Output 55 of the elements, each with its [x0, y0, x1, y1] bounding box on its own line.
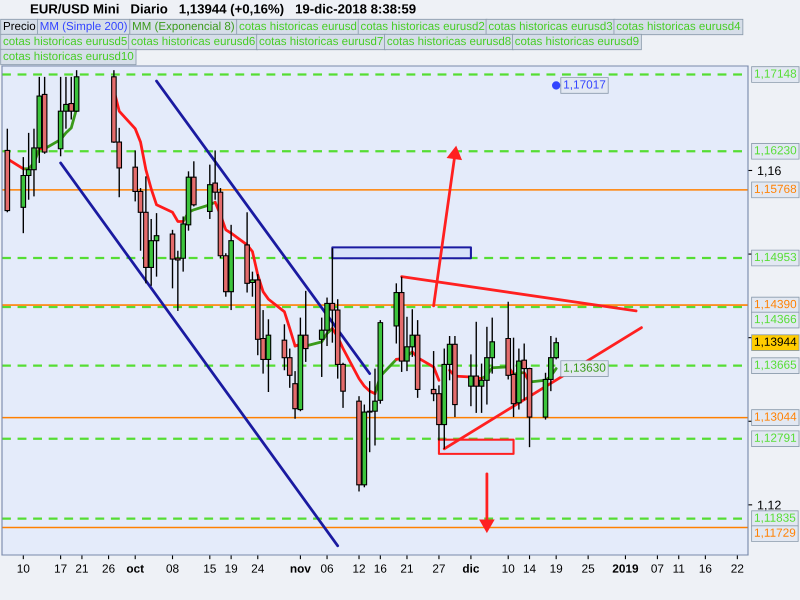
text: cotas historicas eurusd5: [3, 36, 127, 46]
ref-line-label: 1,12791: [754, 434, 796, 444]
x-tick-label: 06: [320, 564, 334, 573]
text: cotas historicas eurusd: [239, 22, 356, 30]
x-tick-label: 07: [651, 564, 664, 573]
x-tick-label: 26: [102, 564, 115, 573]
ref-line-label: 1,14390: [754, 300, 796, 310]
x-tick-label: 10: [502, 564, 514, 573]
ref-line-label: 1,16230: [754, 146, 796, 156]
text: cotas historicas eurusd4: [616, 22, 740, 30]
x-tick-label: nov: [290, 566, 311, 573]
x-tick-label: 12: [353, 564, 365, 573]
text: cotas historicas eurusd3: [488, 22, 612, 30]
ref-line-label: 1,17148: [754, 69, 796, 80]
y-tick-label: 1,12: [758, 500, 781, 511]
x-tick-label: 21: [401, 564, 413, 573]
x-tick-label: 15: [204, 564, 216, 573]
ref-line-label: 1,13044: [754, 412, 796, 422]
data-label: 1,17017: [564, 80, 606, 90]
x-tick-label: 27: [432, 564, 445, 573]
ref-line-label: 1,13665: [754, 360, 796, 370]
x-tick-label: 17: [54, 564, 67, 573]
x-tick-label: 25: [582, 564, 594, 573]
x-tick-label: 16: [374, 564, 386, 573]
ref-line-label: 1,15768: [754, 184, 796, 194]
text: Precio: [4, 22, 36, 30]
text: 1,13944: [754, 337, 796, 348]
text: cotas historicas eurusd2: [360, 22, 484, 30]
text: cotas historicas eurusd10: [3, 52, 134, 60]
x-tick-label: 19: [550, 564, 562, 573]
x-tick-label: 21: [76, 564, 88, 573]
x-tick-label: oct: [126, 564, 144, 573]
x-tick-label: 10: [18, 564, 30, 573]
x-tick-label: 16: [700, 564, 712, 573]
x-tick-label: 2019: [612, 564, 638, 573]
text: cotas historicas eurusd6: [131, 36, 255, 46]
text: cotas historicas eurusd8: [387, 36, 511, 46]
x-tick-label: 22: [731, 564, 744, 573]
ref-line-label: 1,14953: [754, 252, 796, 263]
chart-title: EUR/USD Mini Diario 1,13944 (+0,16%) 19-dic-2018 8:38:59: [30, 4, 416, 16]
x-tick-label: 24: [252, 564, 264, 573]
x-tick-label: 11: [674, 564, 684, 573]
ref-line-label: 1,14366: [754, 314, 796, 325]
text: MM (Exponencial 8): [133, 22, 234, 32]
text: MM (Simple 200): [40, 22, 127, 32]
text: cotas historicas eurusd9: [515, 36, 639, 46]
x-tick-label: 08: [166, 564, 179, 573]
y-tick-label: 1,16: [758, 166, 781, 177]
text: cotas historicas eurusd7: [259, 36, 383, 46]
x-tick-label: 19: [225, 564, 238, 573]
ref-line-label: 1,11835: [754, 513, 796, 524]
data-label: 1,13630: [564, 363, 606, 374]
x-tick-label: 14: [524, 564, 536, 573]
x-tick-label: dic: [462, 564, 480, 573]
ref-line-label: 1,11729: [754, 528, 796, 538]
